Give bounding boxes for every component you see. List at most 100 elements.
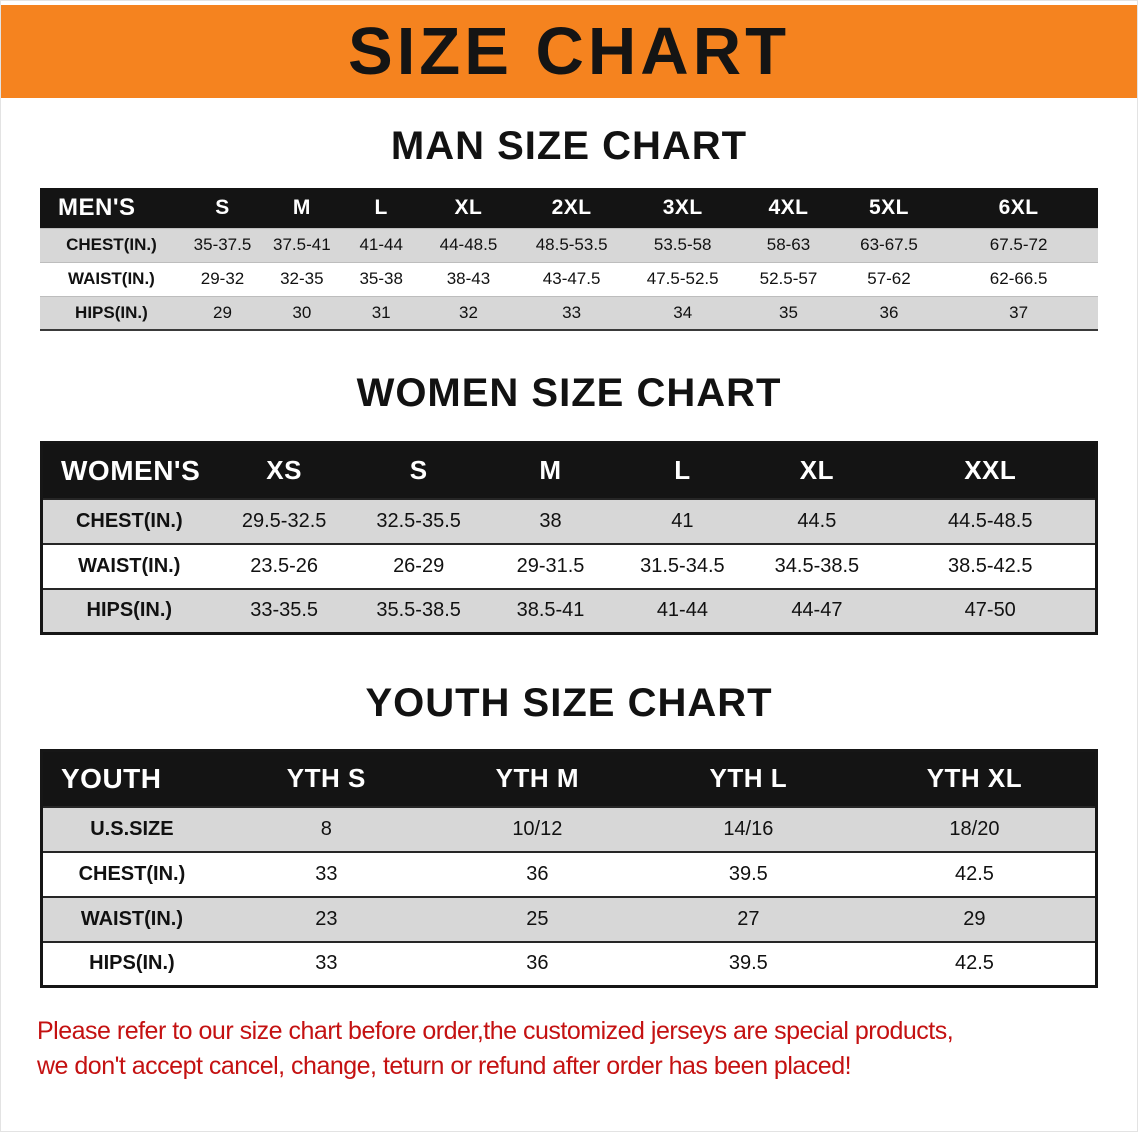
size-cell: 44.5-48.5 — [947, 509, 1033, 532]
size-cell: 33 — [562, 302, 582, 322]
size-cell: 44-48.5 — [439, 235, 498, 254]
men-header-row: MEN'S S M L XL 2XL 3XL 4XL 5XL 6XL — [40, 188, 1098, 228]
size-cell: 29 — [213, 302, 232, 322]
size-cell: 30 — [292, 302, 312, 322]
size-cell: 47.5-52.5 — [646, 269, 719, 288]
women-section-heading: WOMEN SIZE CHART — [356, 371, 782, 415]
youth-row-waist-in: WAIST(IN.) 23 25 27 29 — [41, 896, 1097, 942]
size-cell: 33 — [315, 862, 338, 885]
size-cell: 42.5 — [954, 952, 994, 975]
size-cell: 14/16 — [723, 817, 774, 840]
row-label: HIPS(IN.) — [89, 952, 175, 975]
size-cell: 38.5-41 — [516, 599, 585, 622]
youth-size-table: YOUTH YTH S YTH M YTH L YTH XL U.S.SIZE 8 10/12… — [40, 749, 1098, 988]
size-cell: 36 — [526, 952, 549, 975]
youth-column-header-yth-s: YTH S — [220, 750, 432, 807]
size-cell: 44-47 — [791, 599, 843, 622]
women-row-chest-in: CHEST(IN.) 29.5-32.5 32.5-35.5 38 41 44.5 44.5… — [41, 498, 1097, 544]
row-label: WAIST(IN.) — [80, 907, 184, 930]
disclaimer: Please refer to our size chart before or… — [37, 1014, 1137, 1084]
youth-column-header-yth-xl: YTH XL — [853, 750, 1097, 807]
size-cell: 42.5 — [954, 862, 994, 885]
size-cell: 38-43 — [446, 269, 491, 288]
size-cell: 43-47.5 — [542, 269, 601, 288]
size-cell: 25 — [526, 907, 549, 930]
size-cell: 52.5-57 — [759, 269, 818, 288]
size-cell: 33-35.5 — [250, 599, 319, 622]
men-column-header-xl: XL — [420, 188, 517, 228]
youth-row-u-s-size: U.S.SIZE 8 10/12 14/16 18/20 — [41, 806, 1097, 852]
size-cell: 29.5-32.5 — [241, 509, 327, 532]
size-cell: 36 — [526, 862, 549, 885]
size-cell: 34 — [673, 302, 693, 322]
size-cell: 35.5-38.5 — [376, 599, 461, 622]
size-cell: 41-44 — [656, 599, 708, 622]
size-cell: 35-37.5 — [193, 235, 252, 254]
women-header-row: WOMEN'S XS S M L XL XXL — [41, 442, 1097, 499]
men-column-header-5xl: 5XL — [838, 188, 940, 228]
row-label: CHEST(IN.) — [75, 509, 183, 532]
women-size-section: WOMEN SIZE CHART WOMEN'S XS S M L XL XXL CHEST(I… — [1, 373, 1137, 635]
size-cell: 23 — [315, 907, 338, 930]
women-column-header-m: M — [484, 442, 617, 499]
size-cell: 29-32 — [200, 269, 245, 288]
size-cell: 18/20 — [949, 817, 1000, 840]
row-label: HIPS(IN.) — [86, 599, 173, 622]
youth-row-chest-in: CHEST(IN.) 33 36 39.5 42.5 — [41, 851, 1097, 897]
youth-section-heading: YOUTH SIZE CHART — [365, 681, 773, 725]
size-cell: 29-31.5 — [516, 554, 585, 577]
size-cell: 29 — [963, 907, 986, 930]
disclaimer-line-1: Please refer to our size chart before or… — [37, 1017, 954, 1045]
size-cell: 44.5 — [797, 509, 837, 532]
men-column-header-l: L — [341, 188, 421, 228]
size-cell: 38.5-42.5 — [947, 554, 1033, 577]
women-size-table: WOMEN'S XS S M L XL XXL CHEST(IN.) 29.5-32.5 32.5… — [40, 441, 1098, 635]
women-column-header-xxl: XXL — [885, 442, 1097, 499]
size-cell: 10/12 — [512, 817, 563, 840]
men-column-header-3xl: 3XL — [627, 188, 739, 228]
men-row-chest-in: CHEST(IN.) 35-37.5 37.5-41 41-44 44-48.5 48.5… — [40, 228, 1098, 262]
size-cell: 34.5-38.5 — [774, 554, 860, 577]
men-row-hips-in: HIPS(IN.) 29 30 31 32 33 34 35 36 37 — [40, 296, 1098, 330]
size-cell: 33 — [315, 952, 338, 975]
men-column-header-m: M — [262, 188, 342, 228]
size-cell: 26-29 — [393, 554, 445, 577]
size-cell: 63-67.5 — [860, 235, 918, 254]
page-title: SIZE CHART — [348, 14, 790, 89]
women-column-header-xs: XS — [215, 442, 353, 499]
row-label: HIPS(IN.) — [75, 302, 148, 322]
size-cell: 8 — [320, 817, 332, 840]
size-cell: 38 — [539, 509, 562, 532]
women-row-hips-in: HIPS(IN.) 33-35.5 35.5-38.5 38.5-41 41-44 44-… — [41, 588, 1097, 634]
size-cell: 62-66.5 — [989, 269, 1048, 288]
size-cell: 37 — [1009, 302, 1029, 322]
size-cell: 37.5-41 — [273, 235, 331, 254]
size-cell: 36 — [879, 302, 899, 322]
youth-header-row: YOUTH YTH S YTH M YTH L YTH XL — [41, 750, 1097, 807]
men-column-header-s: S — [182, 188, 263, 228]
size-cell: 27 — [737, 907, 760, 930]
women-column-header-l: L — [616, 442, 749, 499]
size-cell: 57-62 — [867, 269, 911, 288]
size-cell: 39.5 — [728, 862, 768, 885]
size-cell: 41 — [671, 509, 694, 532]
size-chart-sections: MAN SIZE CHART MEN'S S M L XL 2XL 3XL 4XL 5XL 6XL C… — [1, 126, 1137, 988]
youth-column-header-yth-l: YTH L — [642, 750, 854, 807]
size-cell: 39.5 — [728, 952, 768, 975]
row-label: CHEST(IN.) — [66, 235, 157, 254]
men-size-section: MAN SIZE CHART MEN'S S M L XL 2XL 3XL 4XL 5XL 6XL C… — [1, 126, 1137, 331]
size-cell: 32-35 — [280, 269, 324, 288]
men-size-table: MEN'S S M L XL 2XL 3XL 4XL 5XL 6XL CHEST(IN.) 35-37… — [40, 188, 1098, 331]
size-cell: 58-63 — [766, 235, 811, 254]
men-column-header-6xl: 6XL — [939, 188, 1098, 228]
row-label: U.S.SIZE — [90, 817, 174, 840]
size-cell: 32.5-35.5 — [376, 509, 461, 532]
disclaimer-line-2: we don't accept cancel, change, teturn o… — [37, 1052, 852, 1080]
youth-corner-header: YOUTH — [41, 750, 221, 807]
size-cell: 48.5-53.5 — [535, 235, 608, 254]
size-cell: 31 — [371, 302, 391, 322]
size-cell: 35 — [779, 302, 798, 322]
men-section-heading: MAN SIZE CHART — [390, 124, 748, 168]
youth-size-section: YOUTH SIZE CHART YOUTH YTH S YTH M YTH L YTH … — [1, 683, 1137, 988]
youth-row-hips-in: HIPS(IN.) 33 36 39.5 42.5 — [41, 941, 1097, 987]
